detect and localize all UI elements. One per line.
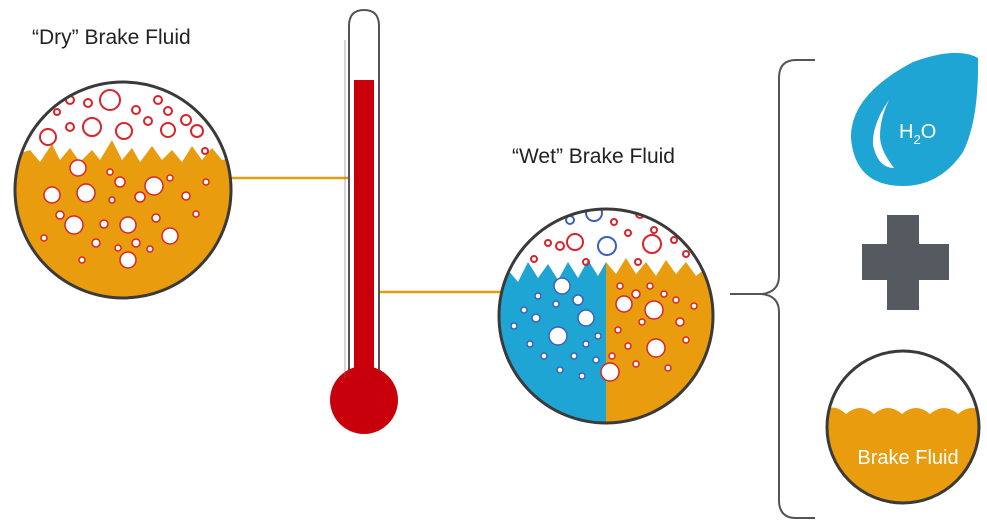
- water-formula-h: H: [899, 121, 913, 143]
- wet-brake-fluid-label: “Wet” Brake Fluid: [512, 145, 675, 168]
- plus-icon: [862, 215, 949, 310]
- water-formula-o: O: [921, 121, 937, 143]
- brake-fluid-label: Brake Fluid: [857, 447, 958, 469]
- water-drop-icon: H2O: [850, 52, 979, 186]
- dry-brake-fluid-label: “Dry” Brake Fluid: [32, 26, 191, 49]
- brake-fluid-circle: Brake Fluid: [825, 349, 981, 505]
- bracket-icon: [761, 59, 815, 519]
- svg-text:H2O: H2O: [899, 121, 936, 147]
- thermometer-icon: [330, 8, 398, 434]
- dry-fluid-circle: [13, 80, 233, 300]
- wet-fluid-circle: [497, 207, 715, 425]
- water-formula-sub: 2: [913, 132, 920, 147]
